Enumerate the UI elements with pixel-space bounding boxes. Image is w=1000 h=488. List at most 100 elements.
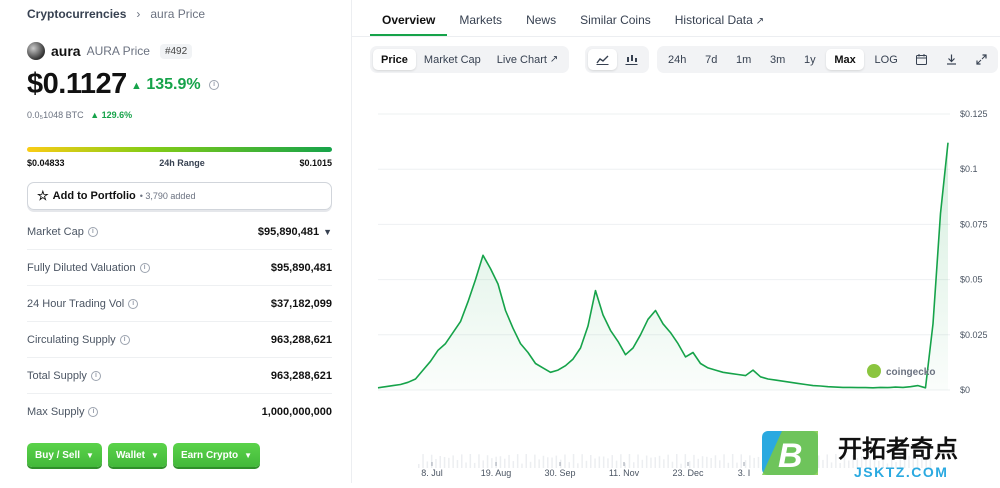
- volume-bar: [856, 458, 859, 468]
- volume-bar: [590, 455, 592, 468]
- volume-bar: [465, 462, 467, 468]
- volume-bar: [929, 454, 932, 468]
- buy-sell-button[interactable]: Buy / Sell ▼: [27, 443, 102, 467]
- volume-bar: [585, 460, 588, 468]
- stat-row-market-cap: Market Cap i $95,890,481 ▼: [27, 214, 332, 250]
- volume-bar: [650, 457, 652, 468]
- stat-row-total-supply: Total Supply i 963,288,621: [27, 358, 332, 394]
- tab-overview[interactable]: Overview: [370, 0, 448, 36]
- stat-row-max-supply: Max Supply i 1,000,000,000: [27, 394, 332, 430]
- wallet-label: Wallet: [115, 449, 146, 461]
- volume-bar: [925, 459, 927, 468]
- info-icon[interactable]: i: [88, 407, 99, 417]
- volume-bar: [688, 461, 691, 468]
- stat-label: Circulating Supply: [27, 333, 116, 346]
- volume-bar: [710, 458, 712, 468]
- download-icon[interactable]: [938, 49, 965, 70]
- volume-bar: [633, 462, 635, 468]
- external-link-icon: ↗: [755, 16, 765, 27]
- volume-bar: [916, 457, 919, 468]
- line-chart-icon[interactable]: [588, 49, 617, 70]
- volume-bar: [491, 458, 493, 468]
- info-icon[interactable]: i: [87, 226, 98, 237]
- market-cap-chart-button[interactable]: Market Cap: [423, 53, 481, 66]
- range-label[interactable]: 24h Range: [159, 158, 205, 168]
- info-icon[interactable]: i: [128, 298, 139, 309]
- volume-bar: [645, 455, 648, 468]
- fullscreen-icon[interactable]: [968, 49, 995, 70]
- calendar-icon[interactable]: [908, 49, 935, 70]
- star-icon: ☆: [37, 188, 49, 203]
- x-tick-label: 11. Nov: [609, 468, 640, 478]
- chevron-down-icon: ▼: [151, 450, 159, 460]
- x-tick-label: 23. Dec: [672, 468, 704, 478]
- range-1y-button[interactable]: 1y: [804, 53, 816, 66]
- volume-bar: [508, 454, 510, 468]
- volume-bar: [658, 455, 661, 468]
- stats-table: Market Cap i $95,890,481 ▼ Fully Diluted V…: [27, 214, 332, 430]
- volume-bar: [542, 455, 545, 468]
- add-to-portfolio-button[interactable]: ☆ Add to Portfolio • 3,790 added: [27, 182, 332, 210]
- info-icon[interactable]: i: [119, 334, 130, 345]
- coin-symbol-label: AURA Price: [86, 44, 150, 58]
- info-icon[interactable]: i: [139, 262, 150, 273]
- volume-bar: [701, 456, 704, 468]
- volume-bar: [908, 455, 910, 468]
- chevron-down-icon[interactable]: ▼: [323, 226, 332, 237]
- live-chart-button[interactable]: Live Chart ↗: [489, 49, 567, 70]
- y-tick-label: $0.05: [960, 275, 983, 285]
- range-max-button[interactable]: Max: [826, 49, 864, 70]
- volume-bar: [921, 455, 923, 468]
- stat-value: 1,000,000,000: [261, 406, 332, 418]
- stat-value: 963,288,621: [270, 333, 332, 346]
- volume-bar: [448, 457, 450, 468]
- volume-bar: [572, 454, 575, 468]
- volume-bar: [727, 462, 730, 468]
- volume-bar: [671, 461, 674, 468]
- volume-bar: [641, 459, 644, 468]
- volume-bar: [422, 454, 424, 468]
- stat-row-circulating-supply: Circulating Supply i 963,288,621: [27, 322, 332, 358]
- svg-text:开拓者奇点: 开拓者奇点: [838, 435, 958, 463]
- breadcrumb-root[interactable]: Cryptocurrencies: [27, 7, 127, 21]
- info-icon[interactable]: i: [90, 370, 101, 381]
- range-low: $0.04833: [27, 158, 65, 168]
- wallet-button[interactable]: Wallet ▼: [107, 443, 167, 467]
- tab-markets[interactable]: Markets: [459, 13, 503, 27]
- range-24h-button[interactable]: 24h: [668, 53, 687, 66]
- volume-bar: [538, 459, 540, 468]
- tab-news[interactable]: News: [526, 13, 557, 27]
- price-chart[interactable]: $0.125 $0.1 $0.075 $0.05 $0.025 $0 coingecko 8.…: [352, 100, 1000, 483]
- price-chart-svg[interactable]: $0.125 $0.1 $0.075 $0.05 $0.025 $0 coingecko 8.…: [352, 100, 1000, 483]
- tab-divider: [352, 36, 1000, 37]
- volume-bar: [615, 460, 618, 468]
- volume-bar: [473, 462, 476, 468]
- range-7d-button[interactable]: 7d: [705, 53, 718, 66]
- volume-bar: [516, 454, 519, 468]
- volume-bar: [826, 454, 828, 468]
- candlestick-chart-icon[interactable]: [617, 49, 646, 70]
- buy-sell-label: Buy / Sell: [35, 449, 81, 461]
- y-tick-label: $0.025: [960, 330, 988, 340]
- volume-bar: [482, 460, 484, 468]
- volume-bar: [886, 463, 889, 468]
- price-change: ▲ 135.9% i: [131, 76, 220, 94]
- stat-label: Market Cap: [27, 225, 84, 238]
- live-chart-label: Live Chart: [496, 53, 547, 66]
- volume-bar: [620, 454, 622, 468]
- volume-bar: [486, 455, 489, 468]
- range-1m-button[interactable]: 1m: [736, 53, 752, 66]
- info-icon[interactable]: i: [209, 79, 220, 90]
- volume-bar: [723, 454, 725, 468]
- tab-historical-data[interactable]: Historical Data ↗: [663, 0, 776, 36]
- earn-crypto-button[interactable]: Earn Crypto ▼: [172, 443, 261, 467]
- x-tick-label: 30. Sep: [544, 468, 575, 478]
- log-scale-button[interactable]: LOG: [874, 53, 898, 66]
- svg-text:B: B: [778, 437, 803, 475]
- tab-similar-coins[interactable]: Similar Coins: [580, 13, 651, 27]
- range-3m-button[interactable]: 3m: [770, 53, 786, 66]
- price-chart-button[interactable]: Price: [373, 49, 416, 70]
- volume-bar: [731, 454, 734, 468]
- volume-bar: [903, 459, 906, 468]
- coin-logo-icon: [27, 42, 45, 60]
